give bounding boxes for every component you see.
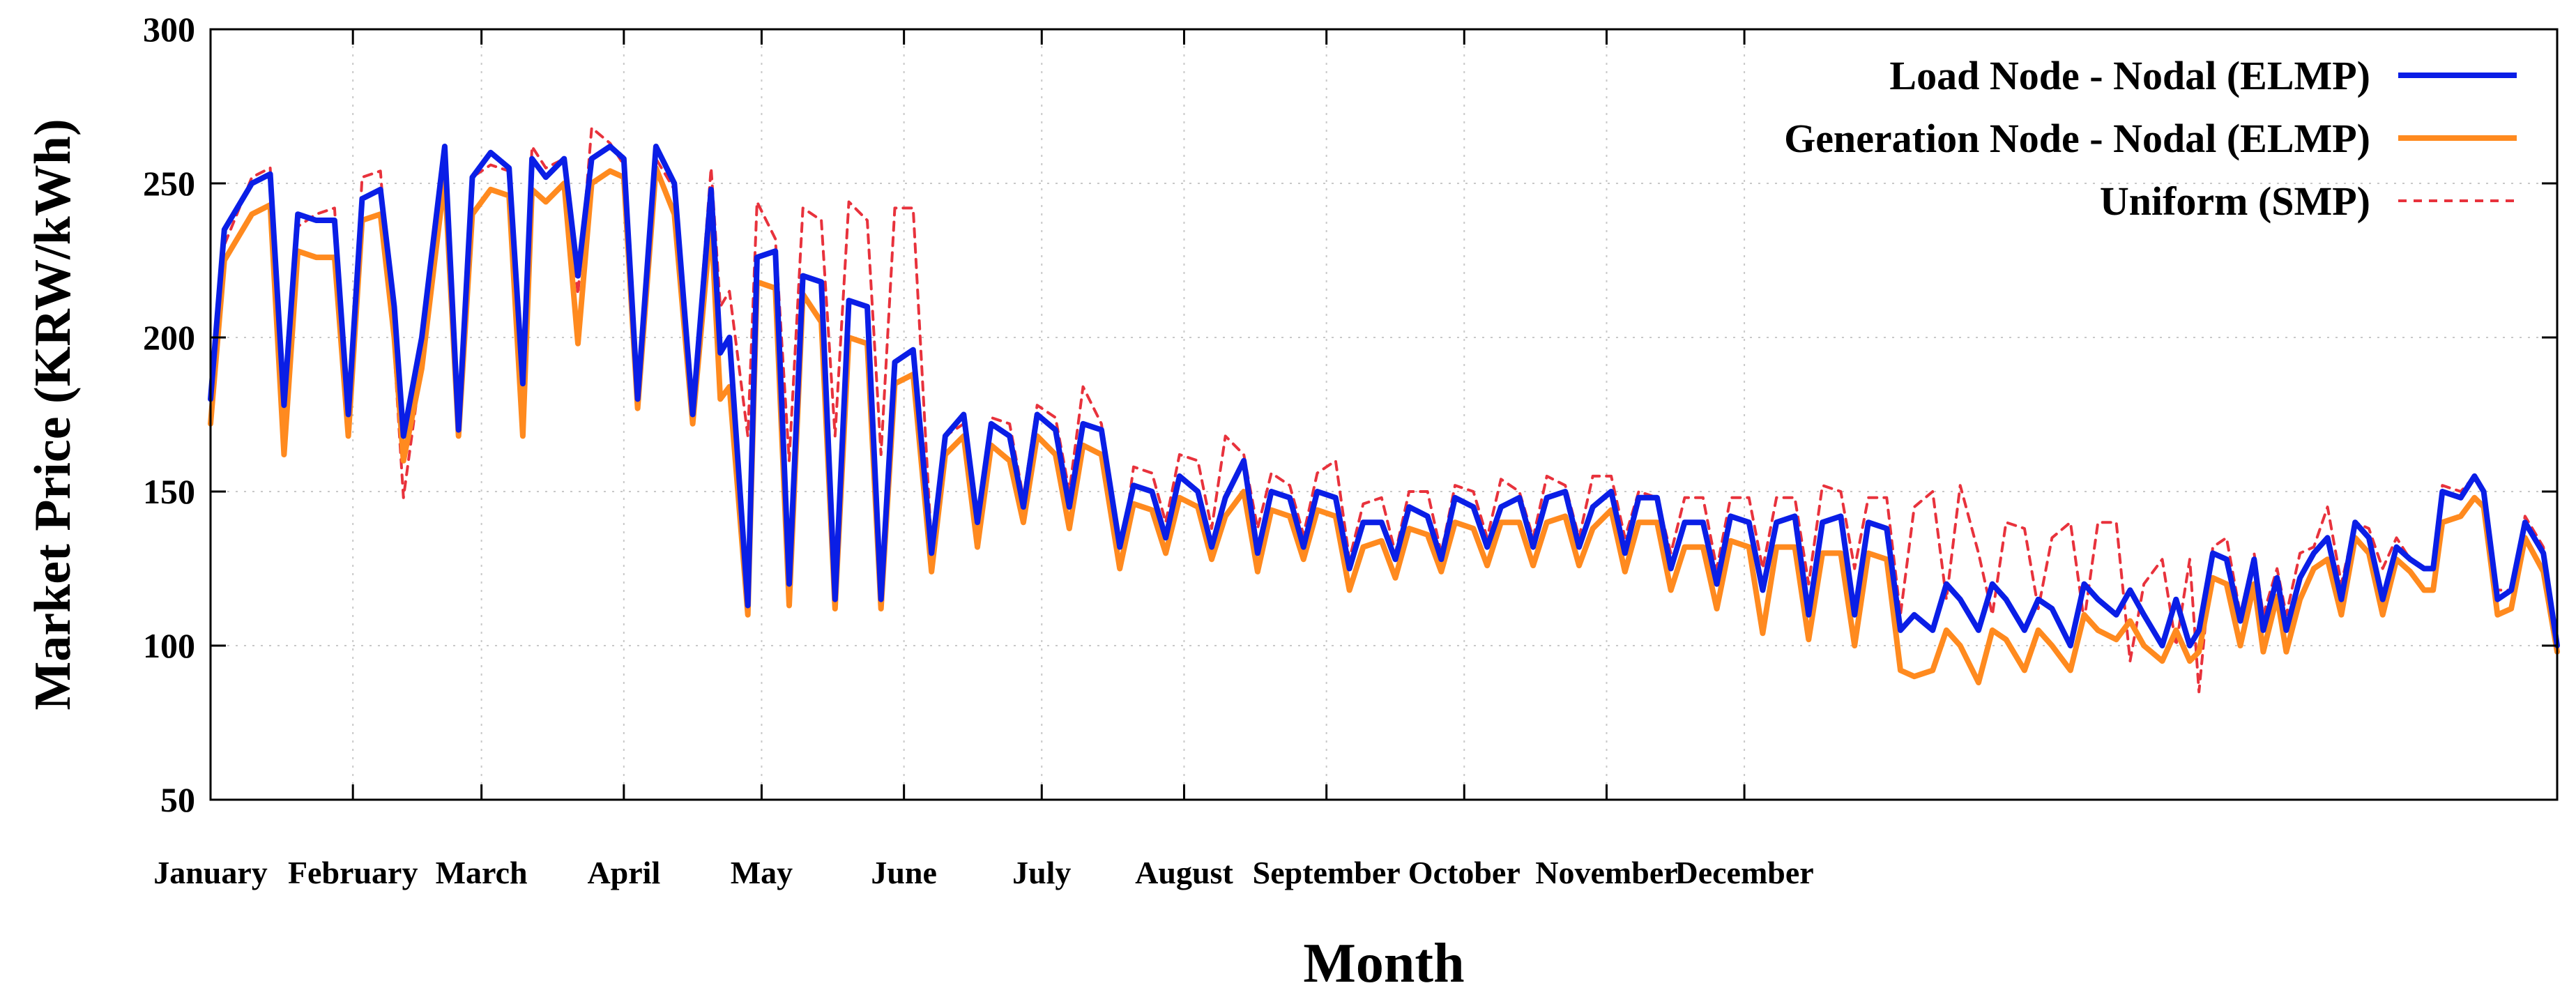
- legend-label-2: Uniform (SMP): [2100, 178, 2370, 224]
- x-tick-label: October: [1408, 855, 1521, 890]
- series-line-0: [208, 144, 2560, 648]
- x-tick-label: May: [731, 855, 793, 890]
- y-tick-label: 50: [160, 780, 195, 819]
- legend-label-1: Generation Node - Nodal (ELMP): [1784, 116, 2370, 161]
- series-layer: [208, 126, 2560, 694]
- x-tick-label: January: [153, 855, 268, 890]
- y-tick-label: 100: [143, 626, 195, 665]
- x-tick-label: August: [1135, 855, 1233, 890]
- y-axis-title: Market Price (KRW/kWh): [24, 119, 82, 710]
- x-tick-label: December: [1675, 855, 1813, 890]
- plot-frame: [209, 28, 2559, 801]
- legend: Load Node - Nodal (ELMP) Generation Node …: [1784, 53, 2517, 224]
- x-tick-label: April: [587, 855, 660, 890]
- axes-layer: 50 100 150 200 250 300 January February March Apr…: [143, 10, 2559, 890]
- series-line-2: [209, 126, 2559, 694]
- y-tick-label: 200: [143, 318, 195, 357]
- x-tick-label: September: [1253, 855, 1401, 890]
- x-tick-label: June: [871, 855, 937, 890]
- x-axis-title: Month: [1303, 933, 1464, 994]
- y-tick-label: 300: [143, 10, 195, 49]
- x-tick-label: March: [436, 855, 528, 890]
- y-tick-label: 250: [143, 164, 195, 203]
- grid-layer: [211, 29, 2557, 800]
- x-tick-label: November: [1535, 855, 1677, 890]
- x-tick-label: February: [288, 855, 418, 890]
- y-tick-label: 150: [143, 472, 195, 511]
- legend-label-0: Load Node - Nodal (ELMP): [1889, 53, 2370, 98]
- x-tick-label: July: [1012, 855, 1071, 890]
